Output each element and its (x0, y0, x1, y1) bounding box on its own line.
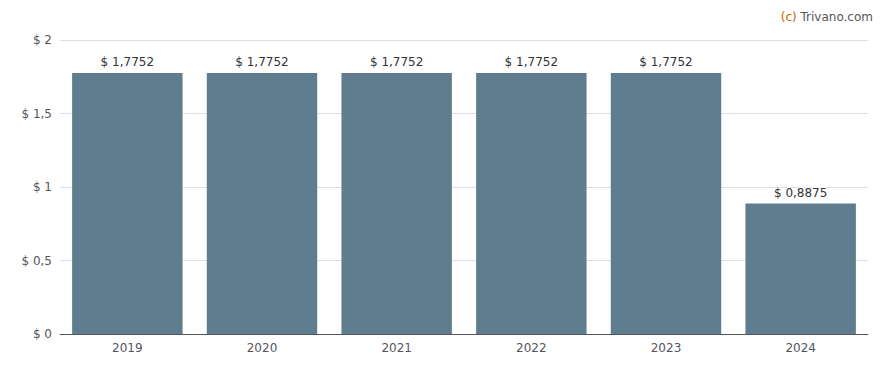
svg-text:2021: 2021 (381, 341, 412, 355)
svg-text:$ 1,7752: $ 1,7752 (370, 55, 423, 69)
svg-text:2024: 2024 (785, 341, 816, 355)
svg-text:2020: 2020 (247, 341, 278, 355)
svg-text:$ 1,5: $ 1,5 (21, 107, 52, 121)
svg-text:2023: 2023 (651, 341, 682, 355)
svg-text:$ 1,7752: $ 1,7752 (639, 55, 692, 69)
svg-text:Trivano.com: Trivano.com (797, 10, 873, 24)
svg-text:$ 1: $ 1 (33, 180, 52, 194)
svg-text:$ 0,5: $ 0,5 (21, 254, 52, 268)
svg-text:2022: 2022 (516, 341, 547, 355)
svg-text:$ 2: $ 2 (33, 33, 52, 47)
svg-text:$ 0,8875: $ 0,8875 (774, 186, 827, 200)
svg-text:$ 1,7752: $ 1,7752 (101, 55, 154, 69)
svg-text:(c): (c) (781, 10, 797, 24)
svg-text:$ 1,7752: $ 1,7752 (235, 55, 288, 69)
svg-text:$ 1,7752: $ 1,7752 (505, 55, 558, 69)
svg-text:$ 0: $ 0 (33, 327, 52, 341)
svg-text:2019: 2019 (112, 341, 143, 355)
